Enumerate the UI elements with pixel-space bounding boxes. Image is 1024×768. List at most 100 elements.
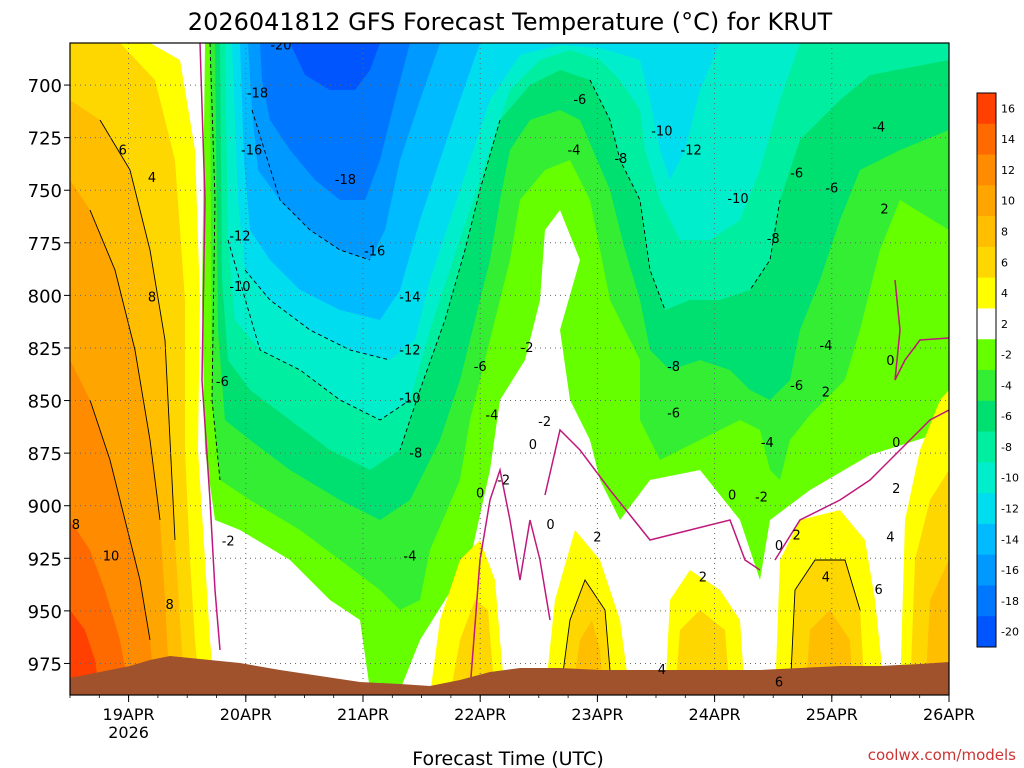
contour-label: 10 <box>103 549 120 564</box>
y-axis: 700 725 750 775 800 825 850 875 900 925 950 975 <box>28 76 70 675</box>
contour-label: 2 <box>792 528 800 543</box>
y-tick-label: 825 <box>28 339 62 360</box>
x-tick-label: 26APR <box>923 705 975 724</box>
y-tick-label: 800 <box>28 286 62 307</box>
colorbar-label: -4 <box>1001 379 1012 392</box>
contour-label: 0 <box>546 518 554 533</box>
contour-label: 0 <box>775 539 783 554</box>
colorbar-swatch <box>977 493 996 525</box>
zero-contour-left <box>199 43 221 651</box>
contour-label: -8 <box>614 152 627 167</box>
contour-label: -2 <box>497 474 510 489</box>
contour-label: -4 <box>761 436 774 451</box>
contour-label: -8 <box>409 446 422 461</box>
y-tick-label: 900 <box>28 497 62 518</box>
x-tick-label: 23APR <box>571 705 623 724</box>
contour-label: -2 <box>222 535 235 550</box>
y-tick-label: 750 <box>28 181 62 202</box>
colorbar-swatch <box>977 431 996 463</box>
contour-label: 0 <box>476 486 484 501</box>
contour-label: 4 <box>822 570 830 585</box>
contour-label: 0 <box>529 438 537 453</box>
contour-label: 6 <box>119 143 127 158</box>
colorbar-label: 2 <box>1001 318 1008 331</box>
contour-label: -4 <box>872 120 885 135</box>
contour-label: -16 <box>241 143 262 158</box>
contour-label: 2 <box>880 202 888 217</box>
terrain <box>70 656 949 695</box>
y-tick-label: 775 <box>28 234 62 255</box>
contour-label: 2 <box>593 530 601 545</box>
plot-area: -20-18-16-18-12-16-10-14-12-10-8-6-4-264… <box>70 38 949 695</box>
grid-lines <box>70 43 949 695</box>
contour-label: 4 <box>148 171 156 186</box>
x-tick-label: 24APR <box>689 705 741 724</box>
colorbar-swatch <box>977 246 996 279</box>
colorbar-swatch <box>977 554 996 586</box>
colorbar-swatch <box>977 370 996 402</box>
y-tick-label: 850 <box>28 392 62 413</box>
zero-contours <box>199 43 949 691</box>
zero-contour-far-right <box>894 279 949 381</box>
zero-contour-mid <box>544 428 761 571</box>
colorbar-frame <box>976 92 997 648</box>
colorbar-label: -2 <box>1001 349 1012 362</box>
contour-label: 6 <box>775 676 783 691</box>
contour-label: -10 <box>727 192 748 207</box>
contour-label: -8 <box>667 360 680 375</box>
contour-label: -20 <box>270 38 291 53</box>
contour-label: -18 <box>247 87 268 102</box>
colorbar-swatch <box>977 216 996 248</box>
contour-label: 2 <box>699 570 707 585</box>
x-tick-label: 20APR <box>220 705 272 724</box>
contour-label: 0 <box>886 354 894 369</box>
contour-label: 8 <box>72 518 80 533</box>
x-year-label: 2026 <box>108 723 149 742</box>
colorbar-label: 8 <box>1001 226 1008 239</box>
y-tick-label: 925 <box>28 549 62 570</box>
colorbar-swatch <box>977 400 996 433</box>
chart-title: 2026041812 GFS Forecast Temperature (°C)… <box>188 8 833 36</box>
colorbar-label: -12 <box>1001 503 1019 516</box>
x-tick-label: 25APR <box>806 705 858 724</box>
contour-label: -16 <box>364 244 385 259</box>
x-tick-label: 22APR <box>454 705 506 724</box>
contour-label: 2 <box>892 482 900 497</box>
contour-label: -4 <box>819 339 832 354</box>
contour-label: -8 <box>767 232 780 247</box>
contour-label: -10 <box>229 280 250 295</box>
contour-label: 8 <box>148 291 156 306</box>
contour-label: -6 <box>573 93 586 108</box>
contour-label: -4 <box>485 408 498 423</box>
colorbar-label: -20 <box>1001 626 1019 639</box>
contour-label: -12 <box>681 143 702 158</box>
contour-label: -6 <box>216 375 229 390</box>
warm-patch-26apr-inner2 <box>925 560 949 695</box>
contour-label: 2 <box>822 385 830 400</box>
contour-label: -6 <box>825 181 838 196</box>
colorbar-swatch <box>977 616 996 648</box>
watermark: coolwx.com/models <box>868 746 1016 764</box>
colorbar-label: 14 <box>1001 133 1015 146</box>
cold-region-minus18 <box>260 43 410 200</box>
contour-label: -10 <box>399 392 420 407</box>
y-tick-label: 700 <box>28 76 62 97</box>
colorbar-label: -8 <box>1001 441 1012 454</box>
contour-label: 4 <box>886 530 894 545</box>
contour-label: -14 <box>399 291 420 306</box>
colorbar-swatch <box>977 154 996 186</box>
contour-label: -12 <box>399 343 420 358</box>
contour-label: -10 <box>651 125 672 140</box>
contour-label: -6 <box>667 406 680 421</box>
contour-label: -6 <box>790 167 803 182</box>
colorbar-label: 12 <box>1001 164 1015 177</box>
contour-label: 4 <box>658 663 666 678</box>
contour-label: -6 <box>790 379 803 394</box>
colorbar-swatch <box>977 185 996 217</box>
warm-patch-22apr-inner <box>450 600 495 695</box>
x-axis-label: Forecast Time (UTC) <box>412 748 603 768</box>
contour-label: 0 <box>892 436 900 451</box>
y-tick-label: 875 <box>28 444 62 465</box>
contour-label: -4 <box>403 549 416 564</box>
